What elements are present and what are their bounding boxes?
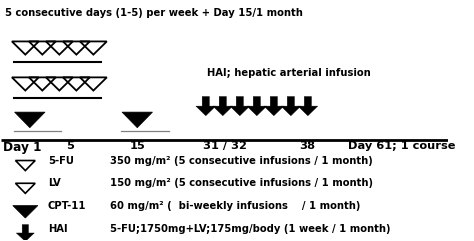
Text: 31 / 32: 31 / 32 xyxy=(203,141,246,151)
Text: 5-FU;1750mg+LV;175mg/body (1 week / 1 month): 5-FU;1750mg+LV;175mg/body (1 week / 1 mo… xyxy=(110,224,391,234)
Text: 5-FU: 5-FU xyxy=(48,155,73,166)
Polygon shape xyxy=(281,97,301,116)
Text: HAI: HAI xyxy=(48,224,67,234)
Text: Day 1: Day 1 xyxy=(3,141,41,154)
Text: 15: 15 xyxy=(129,141,145,151)
Polygon shape xyxy=(247,97,267,116)
Polygon shape xyxy=(15,112,45,128)
Text: 60 mg/m² (  bi-weekly infusions    / 1 month): 60 mg/m² ( bi-weekly infusions / 1 month… xyxy=(110,201,361,211)
Polygon shape xyxy=(264,97,283,116)
Text: 5 consecutive days (1-5) per week + Day 15/1 month: 5 consecutive days (1-5) per week + Day … xyxy=(5,8,303,18)
Text: 38: 38 xyxy=(300,141,315,151)
Polygon shape xyxy=(213,97,233,116)
Polygon shape xyxy=(230,97,250,116)
Text: 5: 5 xyxy=(66,141,74,151)
Text: CPT-11: CPT-11 xyxy=(48,201,86,211)
Text: 150 mg/m² (5 consecutive infusions / 1 month): 150 mg/m² (5 consecutive infusions / 1 m… xyxy=(110,178,374,188)
Polygon shape xyxy=(122,112,153,128)
Polygon shape xyxy=(17,225,34,241)
Polygon shape xyxy=(298,97,318,116)
Text: LV: LV xyxy=(48,178,61,188)
Text: Day 61; 1 course: Day 61; 1 course xyxy=(348,141,455,151)
Text: HAI; hepatic arterial infusion: HAI; hepatic arterial infusion xyxy=(207,68,370,78)
Polygon shape xyxy=(196,97,216,116)
Text: 350 mg/m² (5 consecutive infusions / 1 month): 350 mg/m² (5 consecutive infusions / 1 m… xyxy=(110,155,373,166)
Polygon shape xyxy=(13,206,38,218)
